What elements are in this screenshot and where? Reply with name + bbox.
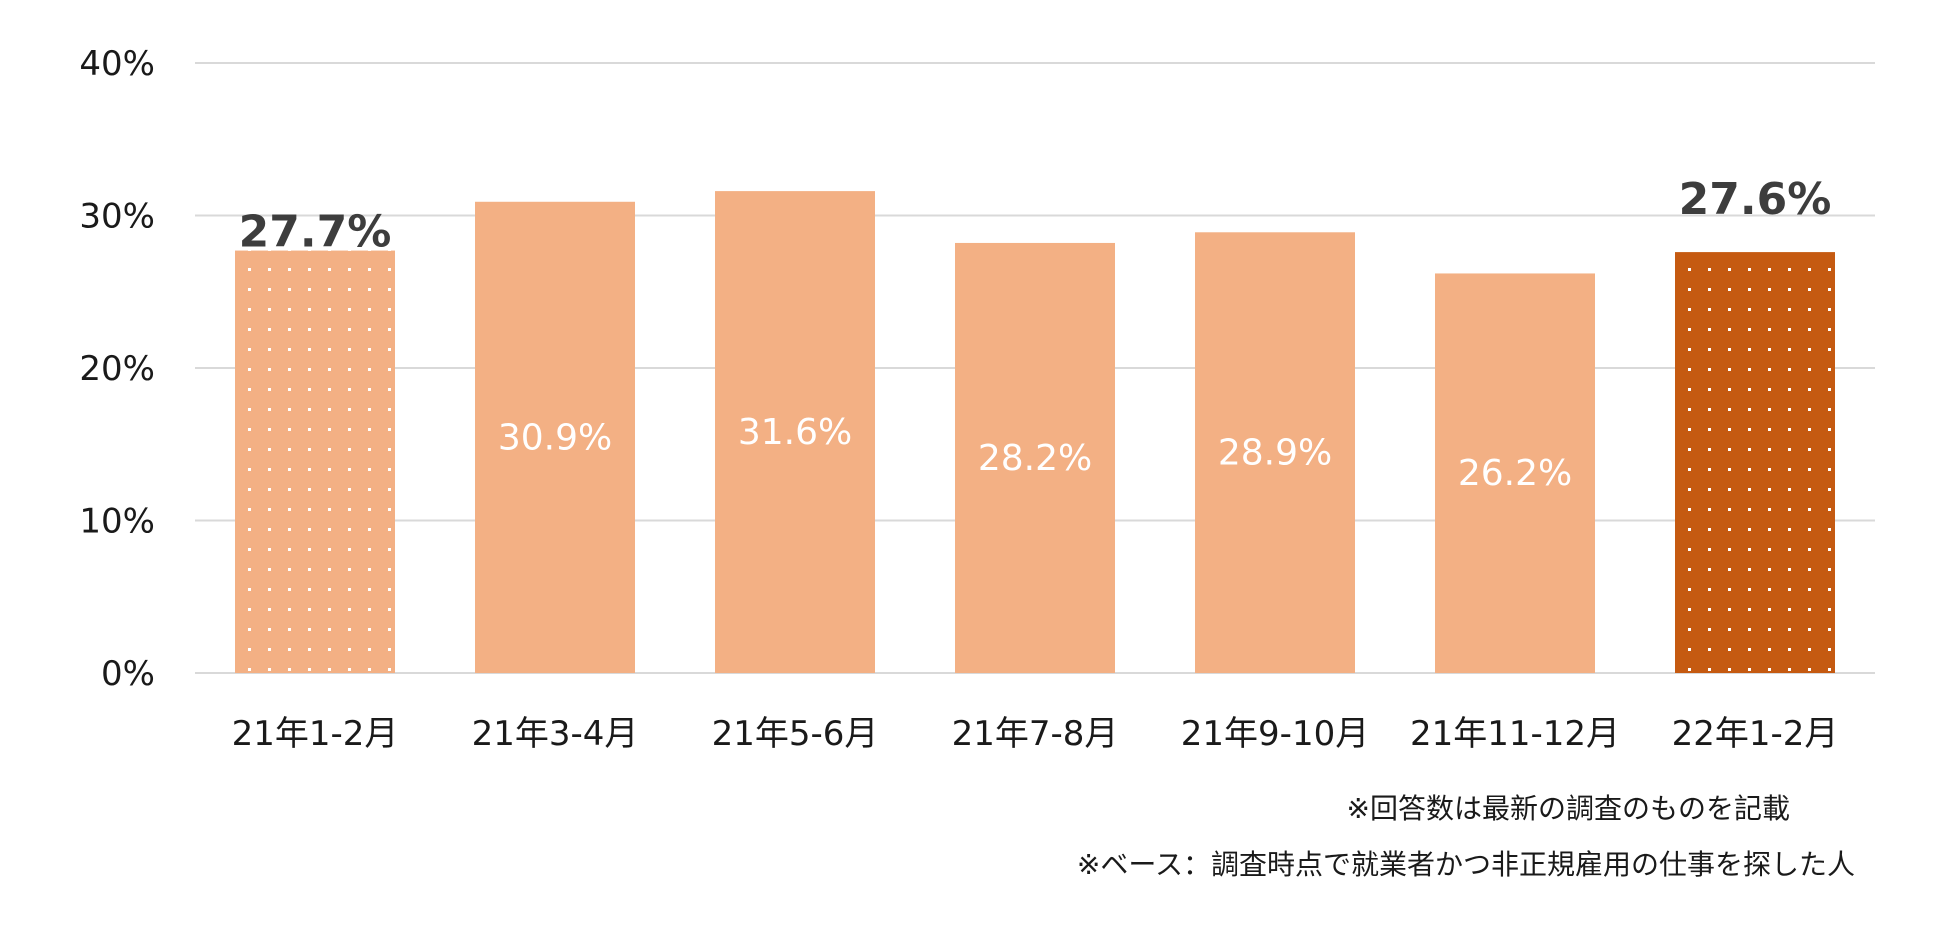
footnote-base: ※ベース：調査時点で就業者かつ非正規雇用の仕事を探した人 xyxy=(1076,848,1855,881)
bar xyxy=(1675,252,1835,673)
x-tick-label: 21年1-2月 xyxy=(232,714,399,754)
y-tick-label: 30% xyxy=(79,197,155,237)
x-tick-label: 22年1-2月 xyxy=(1672,714,1839,754)
data-label: 26.2% xyxy=(1458,453,1572,494)
data-label-highlight: 27.7% xyxy=(239,207,392,258)
y-tick-label: 0% xyxy=(101,654,155,694)
x-tick-label: 21年11-12月 xyxy=(1410,714,1620,754)
data-label: 31.6% xyxy=(738,412,852,453)
bar xyxy=(1195,232,1355,673)
bar xyxy=(475,201,635,673)
bar xyxy=(955,242,1115,673)
bar xyxy=(715,191,875,673)
data-label: 28.9% xyxy=(1218,433,1332,474)
y-tick-label: 10% xyxy=(79,502,155,542)
x-tick-label: 21年7-8月 xyxy=(952,714,1119,754)
data-labels: 27.7% 30.9% 31.6% 28.2% 28.9% 26.2% 27.6% xyxy=(239,174,1832,494)
x-axis-ticks: 21年1-2月 21年3-4月 21年5-6月 21年7-8月 21年9-10月 21年1… xyxy=(232,714,1839,754)
bar xyxy=(1435,273,1595,673)
y-tick-label: 20% xyxy=(79,349,155,389)
data-label: 30.9% xyxy=(498,417,612,458)
y-axis-ticks: 0% 10% 20% 30% 40% xyxy=(79,44,155,694)
y-tick-label: 40% xyxy=(79,44,155,84)
bar xyxy=(235,250,395,673)
bars xyxy=(235,191,1835,673)
x-tick-label: 21年5-6月 xyxy=(712,714,879,754)
x-tick-label: 21年3-4月 xyxy=(472,714,639,754)
data-label-highlight: 27.6% xyxy=(1679,174,1832,225)
footnote-response-count: ※回答数は最新の調査のものを記載 xyxy=(1346,792,1790,825)
x-tick-label: 21年9-10月 xyxy=(1181,714,1369,754)
data-label: 28.2% xyxy=(978,438,1092,479)
